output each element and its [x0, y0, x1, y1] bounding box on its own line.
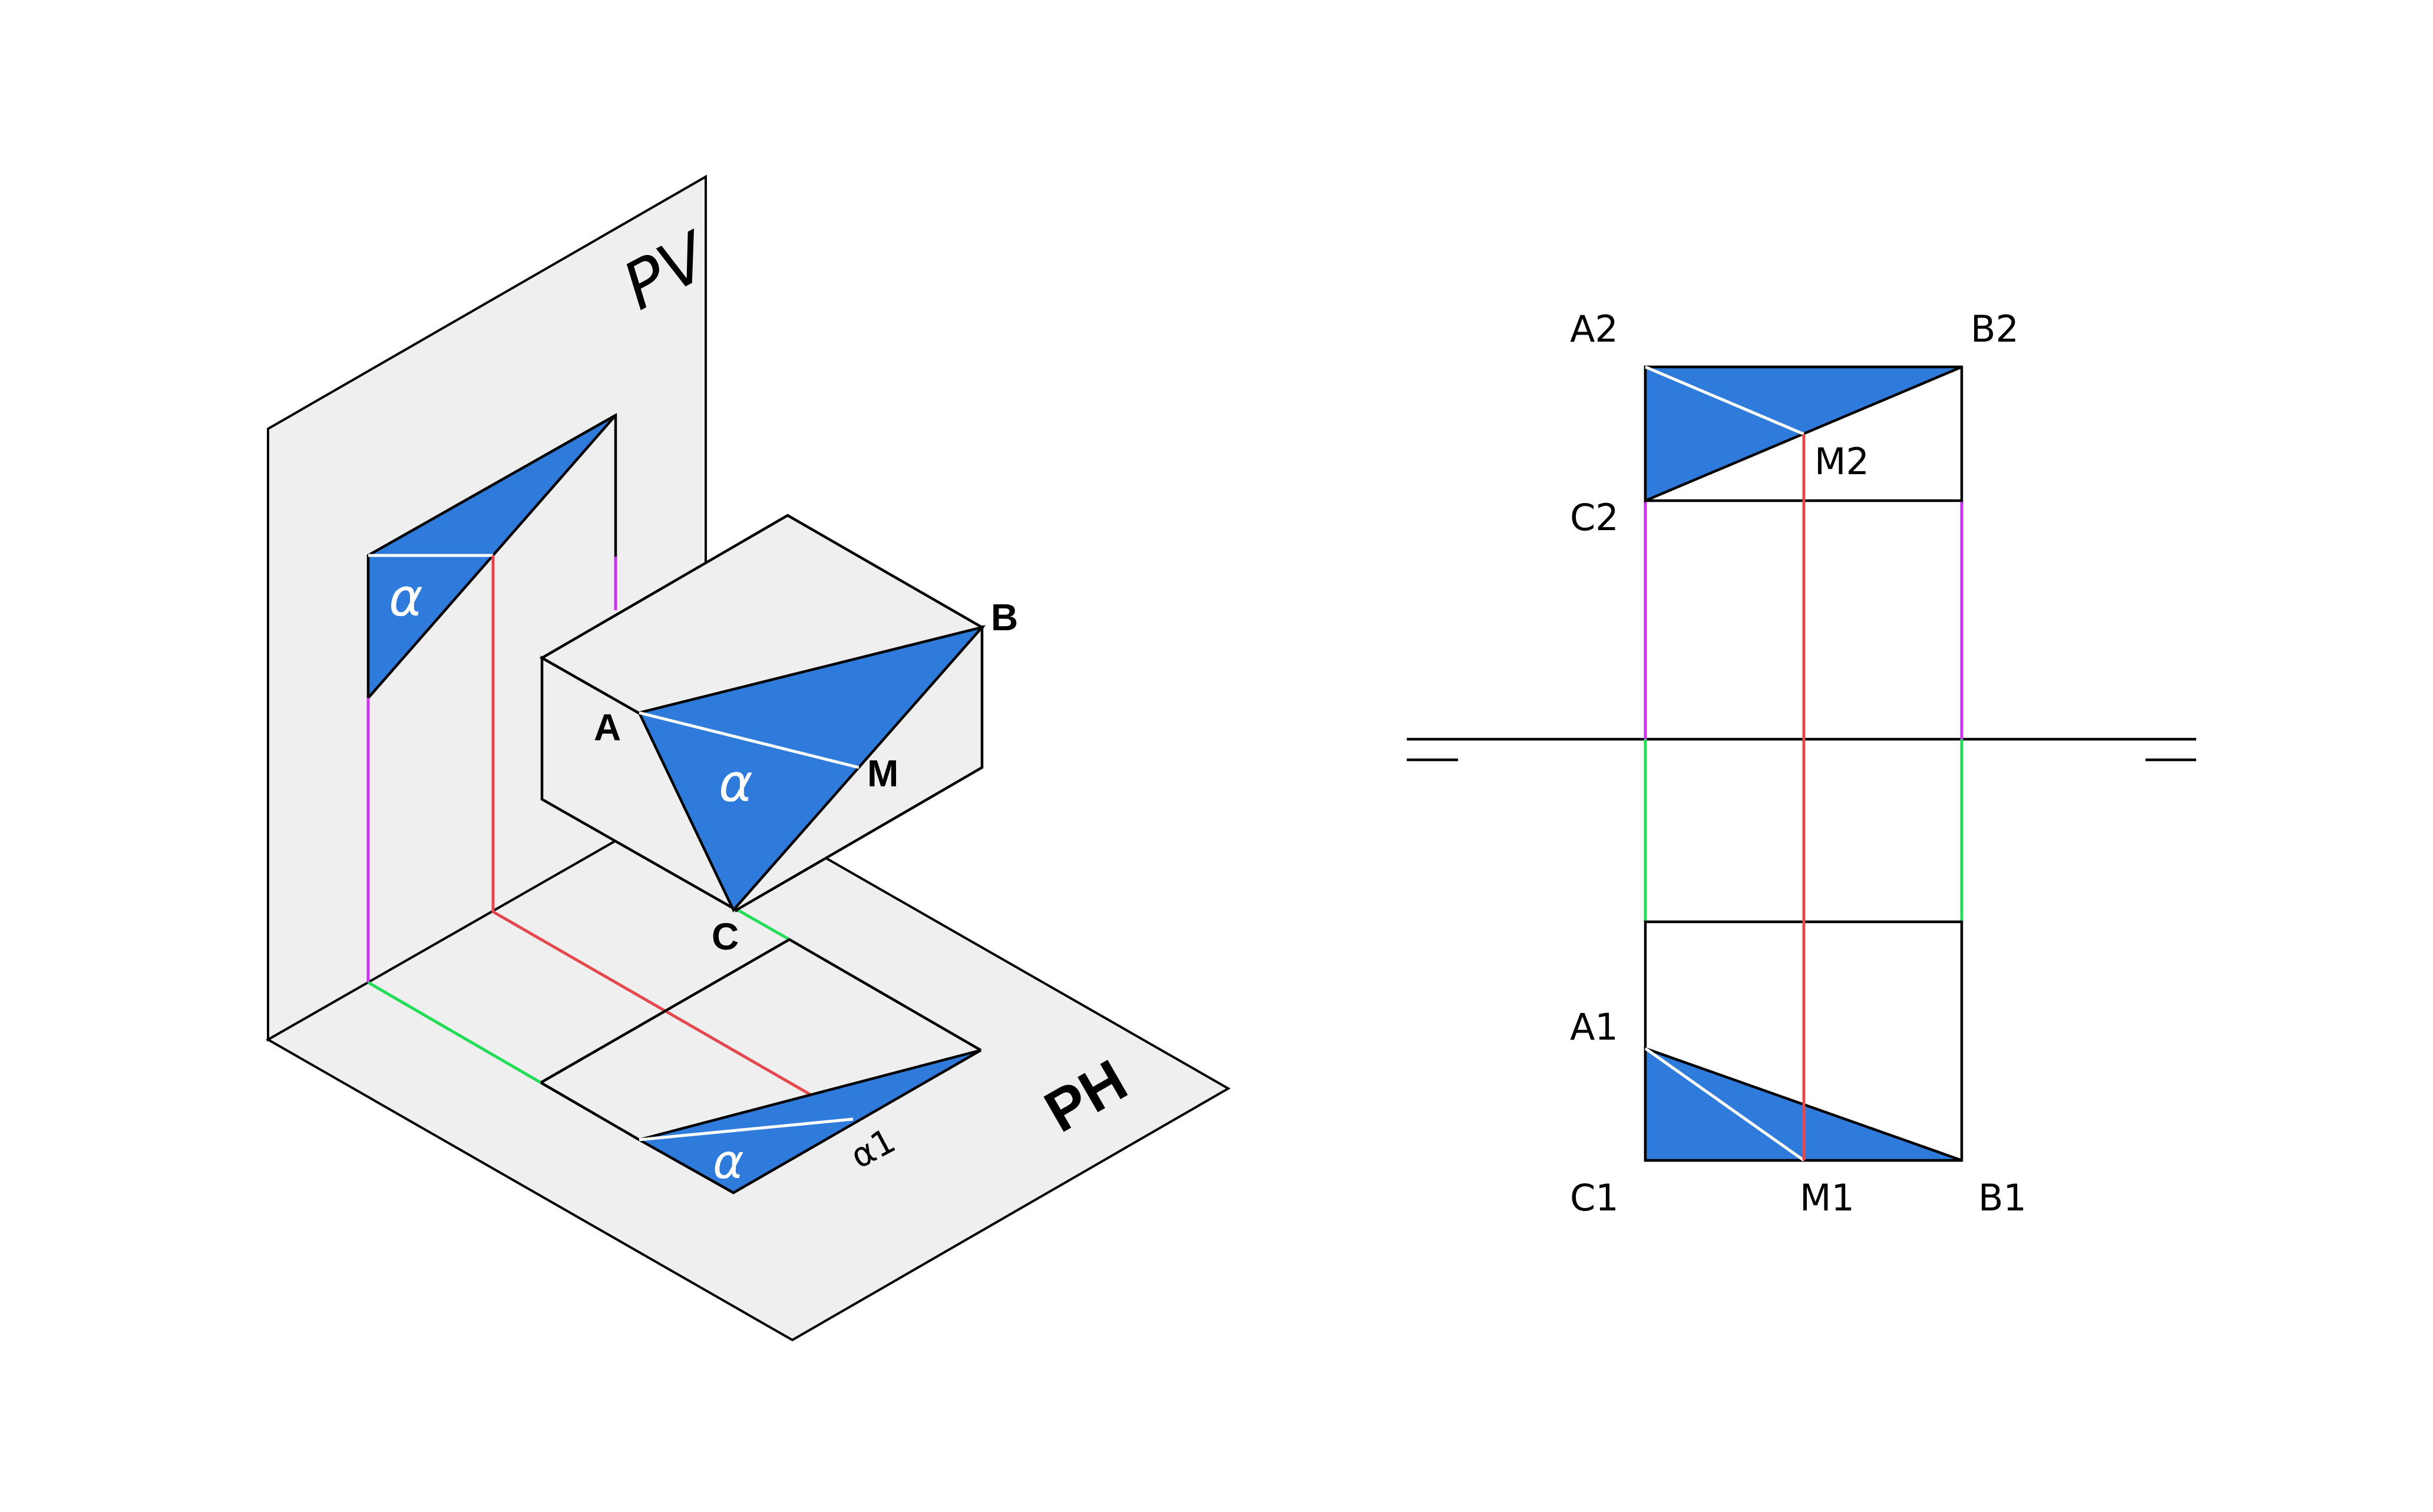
point-a-label: A [594, 706, 621, 749]
alpha-vertical-label: α [389, 567, 423, 628]
horizontal-projection-frame [540, 938, 982, 1084]
alpha-horizontal-label: α [713, 1134, 744, 1189]
point-c-label: C [712, 915, 739, 958]
prism [539, 514, 986, 913]
horizontal-plane [265, 788, 1231, 1342]
green-projection-line-c [729, 904, 791, 941]
label-m1: M1 [1800, 1176, 1854, 1219]
median-am [639, 711, 860, 769]
label-m2: M2 [1814, 440, 1869, 483]
point-m-label: M [867, 752, 898, 795]
green-projection-line [367, 981, 542, 1084]
label-c1: C1 [1570, 1176, 1619, 1219]
label-a1: A1 [1570, 1005, 1618, 1048]
red-projection-line [491, 555, 854, 1121]
label-a2: A2 [1570, 307, 1618, 350]
horizontal-projection [540, 938, 982, 1195]
horizontal-projection-white-line [639, 1117, 854, 1142]
isometric-view: PV PH A B C M α α α α1 [265, 174, 1231, 1342]
horizontal-projection-triangle [636, 1048, 982, 1195]
label-b1: B1 [1978, 1176, 2027, 1219]
label-c2: C2 [1570, 496, 1619, 539]
orthographic-view: A2 B2 C2 M2 A1 B1 C1 M1 [1407, 307, 2196, 1219]
top-view-white-line [1644, 1047, 1805, 1162]
front-view-white-line [1645, 365, 1804, 436]
alpha-box-label: α [719, 753, 753, 813]
horizontal-projection-left-edge [540, 1081, 640, 1141]
label-b2: B2 [1971, 307, 2019, 350]
point-b-label: B [991, 596, 1018, 638]
